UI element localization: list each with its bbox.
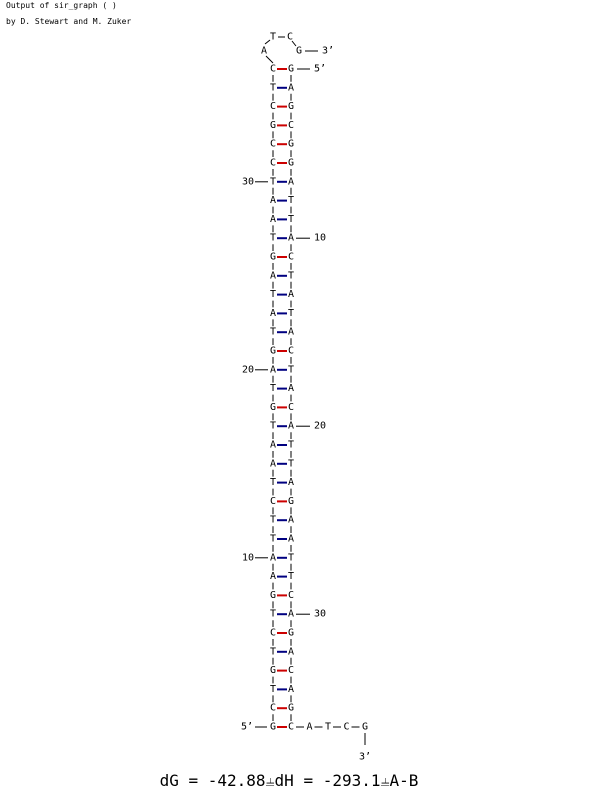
base-left: G [270,346,276,357]
tail-base: G [362,722,368,733]
base-left: T [270,383,276,394]
five-prime-label: 5’ [241,722,253,733]
base-right: C [288,346,294,357]
base-right: G [288,703,294,714]
base-left: T [270,609,276,620]
base-right: A [288,646,294,657]
base-left: C [270,158,276,169]
base-left: A [270,440,276,451]
base-right: A [288,233,294,244]
base-right: C [288,252,294,263]
base-right: A [288,421,294,432]
base-left: A [270,458,276,469]
loop-backbone [264,39,271,45]
base-right: T [288,195,294,206]
base-right: G [288,496,294,507]
base-left: A [270,214,276,225]
base-right: G [288,64,294,75]
base-right: C [288,590,294,601]
base-right: G [288,101,294,112]
position-label: 30 [314,609,326,620]
header-line-2: by D. Stewart and M. Zuker [6,17,131,26]
header-line-1: Output of sir_graph ( ) [6,1,117,10]
base-left: T [270,684,276,695]
base-right: G [288,628,294,639]
base-left: T [270,646,276,657]
base-right: A [288,289,294,300]
base-left: G [270,252,276,263]
loop-base: C [287,32,293,43]
base-right: T [288,571,294,582]
base-left: T [270,421,276,432]
base-left: C [270,703,276,714]
base-right: T [288,214,294,225]
base-left: G [270,665,276,676]
base-right: T [288,308,294,319]
base-left: A [270,270,276,281]
base-right: C [288,722,294,733]
base-left: A [270,364,276,375]
base-left: T [270,477,276,488]
position-label: 20 [314,421,326,432]
loop-backbone [291,40,297,47]
loop-base: G [296,46,302,57]
base-right: A [288,477,294,488]
base-left: T [270,327,276,338]
position-label: 10 [242,552,254,563]
base-right: G [288,158,294,169]
position-label: 20 [242,364,254,375]
hairpin-structure: C GT AC GG CC GC GT AA TA TT AG CA TT AA TT AG CA TT AG CT A… [241,32,371,763]
base-right: A [288,383,294,394]
base-left: T [270,233,276,244]
base-left: G [270,590,276,601]
base-left: C [270,139,276,150]
base-left: T [270,82,276,93]
base-right: T [288,552,294,563]
base-right: T [288,364,294,375]
base-left: C [270,64,276,75]
base-right: C [288,402,294,413]
base-right: A [288,176,294,187]
base-left: A [270,195,276,206]
base-right: A [288,609,294,620]
base-left: G [270,402,276,413]
base-right: T [288,440,294,451]
tail-base: C [343,722,349,733]
base-right: A [288,534,294,545]
five-prime-label: 5’ [314,64,326,75]
loop-base: T [270,32,276,43]
base-left: A [270,552,276,563]
position-label: 30 [242,176,254,187]
base-right: A [288,82,294,93]
base-left: T [270,289,276,300]
base-right: A [288,684,294,695]
base-left: A [270,571,276,582]
base-left: T [270,534,276,545]
base-right: C [288,665,294,676]
base-left: C [270,496,276,507]
base-left: T [270,176,276,187]
base-left: C [270,101,276,112]
base-left: G [270,120,276,131]
base-right: T [288,270,294,281]
base-right: A [288,515,294,526]
three-prime-label: 3’ [322,46,334,57]
loop-base: A [261,46,267,57]
tail-base: A [306,722,312,733]
loop-backbone [265,55,274,64]
base-left: C [270,628,276,639]
base-left: T [270,515,276,526]
base-left: G [270,722,276,733]
energy-readout: dG = -42.88⫨dH = -293.1⫨A-B [160,771,419,790]
three-prime-label: 3’ [359,752,371,763]
base-right: T [288,458,294,469]
base-right: C [288,120,294,131]
base-right: G [288,139,294,150]
base-right: A [288,327,294,338]
base-left: A [270,308,276,319]
position-label: 10 [314,233,326,244]
tail-base: T [325,722,331,733]
